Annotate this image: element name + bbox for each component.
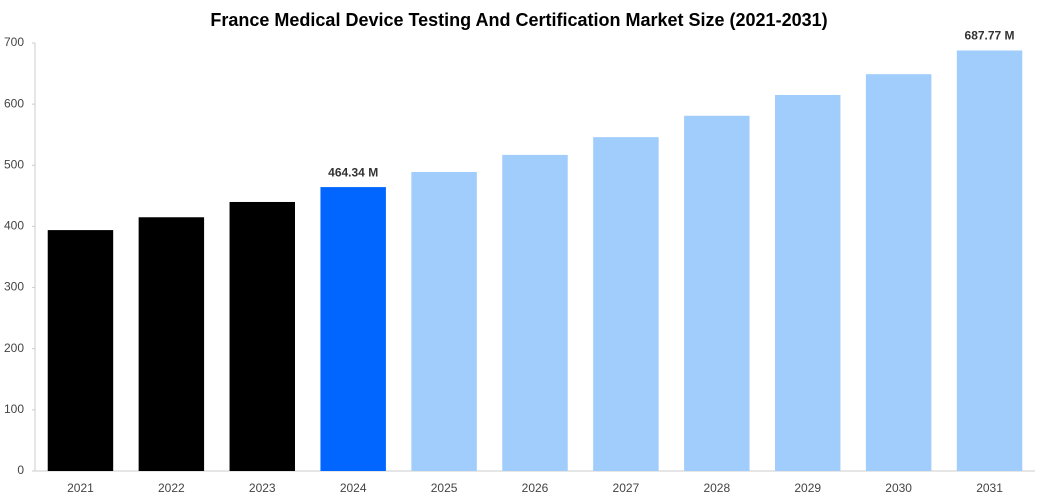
x-tick-label: 2023 <box>249 481 276 495</box>
x-tick-label: 2025 <box>431 481 458 495</box>
bar <box>320 187 386 471</box>
data-label: 687.77 M <box>965 29 1015 43</box>
x-tick-label: 2030 <box>885 481 912 495</box>
x-tick-label: 2022 <box>158 481 185 495</box>
y-tick-label: 700 <box>4 35 24 49</box>
x-tick-label: 2026 <box>522 481 549 495</box>
bar <box>229 201 295 471</box>
x-tick-label: 2024 <box>340 481 367 495</box>
bar <box>411 172 477 472</box>
x-tick-label: 2031 <box>976 481 1003 495</box>
x-tick-label: 2029 <box>794 481 821 495</box>
data-label: 464.34 M <box>328 165 378 179</box>
chart-title: France Medical Device Testing And Certif… <box>210 10 827 30</box>
bar <box>775 94 841 471</box>
bar <box>956 50 1023 471</box>
bar <box>684 115 750 471</box>
x-tick-label: 2028 <box>703 481 730 495</box>
y-tick-label: 0 <box>17 463 24 477</box>
bar <box>47 230 114 471</box>
y-tick-label: 400 <box>4 219 24 233</box>
bar <box>865 74 932 471</box>
bar <box>138 217 205 471</box>
y-tick-label: 200 <box>4 341 24 355</box>
y-tick-label: 500 <box>4 157 24 171</box>
bar <box>593 137 659 471</box>
x-tick-label: 2027 <box>613 481 640 495</box>
y-tick-label: 100 <box>4 402 24 416</box>
bar <box>502 154 568 472</box>
y-tick-label: 300 <box>4 280 24 294</box>
y-tick-label: 600 <box>4 96 24 110</box>
x-tick-label: 2021 <box>67 481 94 495</box>
